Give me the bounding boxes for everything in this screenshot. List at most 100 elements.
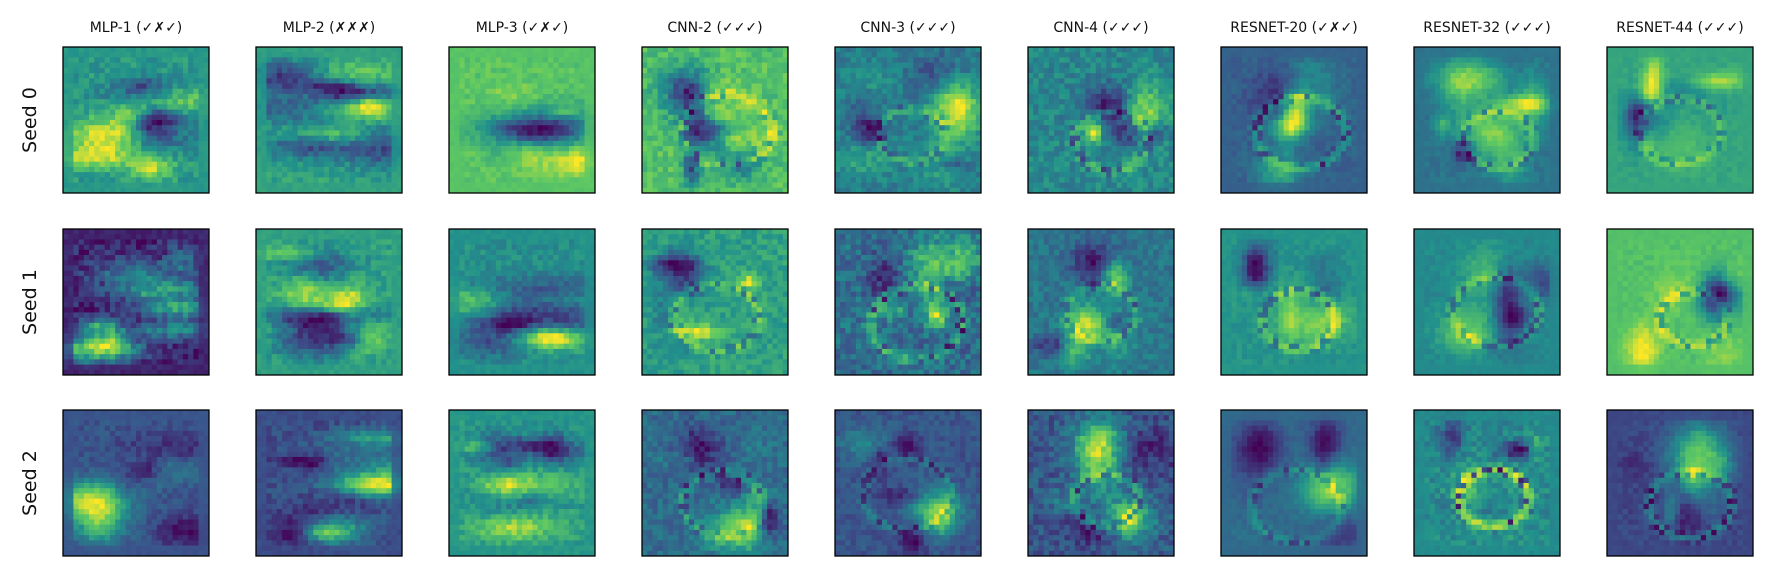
heatmap-cell bbox=[506, 73, 512, 79]
heatmap-cell bbox=[366, 172, 372, 178]
heatmap-cell bbox=[94, 115, 100, 121]
heatmap-cell bbox=[506, 177, 512, 183]
heatmap-cell bbox=[193, 141, 199, 147]
heatmap-cell bbox=[778, 99, 784, 105]
heatmap-cell bbox=[136, 146, 142, 152]
heatmap-cell bbox=[1122, 151, 1128, 157]
heatmap-cell bbox=[1122, 63, 1128, 69]
heatmap-cell bbox=[506, 57, 512, 63]
heatmap-cell bbox=[1351, 47, 1357, 53]
heatmap-cell bbox=[913, 130, 919, 136]
heatmap-cell bbox=[1080, 78, 1086, 84]
heatmap-cell bbox=[105, 104, 111, 110]
heatmap-cell bbox=[532, 89, 538, 95]
heatmap-cell bbox=[1122, 99, 1128, 105]
heatmap-cell bbox=[1132, 151, 1138, 157]
heatmap-cell bbox=[272, 73, 278, 79]
heatmap-cell bbox=[1085, 68, 1091, 74]
heatmap-cell bbox=[1091, 99, 1097, 105]
heatmap-cell bbox=[538, 183, 544, 189]
heatmap-cell bbox=[465, 136, 471, 142]
heatmap-cell bbox=[548, 120, 554, 126]
heatmap-cell bbox=[371, 89, 377, 95]
heatmap-cell bbox=[1221, 52, 1227, 58]
heatmap-cell bbox=[731, 125, 737, 131]
heatmap-cell bbox=[1096, 63, 1102, 69]
heatmap-cell bbox=[856, 146, 862, 152]
heatmap-cell bbox=[381, 63, 387, 69]
heatmap-cell bbox=[1331, 68, 1337, 74]
heatmap-cell bbox=[1122, 136, 1128, 142]
heatmap-cell bbox=[79, 130, 85, 136]
heatmap-cell bbox=[522, 167, 528, 173]
heatmap-cell bbox=[470, 47, 476, 53]
heatmap-cell bbox=[381, 104, 387, 110]
heatmap-cell bbox=[689, 136, 695, 142]
heatmap-cell bbox=[861, 89, 867, 95]
heatmap-cell bbox=[642, 125, 648, 131]
heatmap-cell bbox=[131, 68, 137, 74]
heatmap-cell bbox=[924, 141, 930, 147]
heatmap-cell bbox=[887, 136, 893, 142]
heatmap-cell bbox=[1226, 94, 1232, 100]
heatmap-cell bbox=[673, 120, 679, 126]
heatmap-cell bbox=[538, 63, 544, 69]
heatmap-cell bbox=[94, 52, 100, 58]
heatmap-cell bbox=[355, 115, 361, 121]
heatmap-cell bbox=[89, 167, 95, 173]
heatmap-cell bbox=[491, 172, 497, 178]
heatmap-cell bbox=[63, 68, 69, 74]
heatmap-cell bbox=[527, 157, 533, 163]
heatmap-cell bbox=[475, 115, 481, 121]
heatmap-cell bbox=[569, 141, 575, 147]
heatmap-cell bbox=[887, 110, 893, 116]
heatmap-cell bbox=[741, 130, 747, 136]
heatmap-cell bbox=[689, 146, 695, 152]
heatmap-cell bbox=[1059, 120, 1065, 126]
heatmap-cell bbox=[1075, 157, 1081, 163]
heatmap-cell bbox=[319, 63, 325, 69]
heatmap-cell bbox=[350, 68, 356, 74]
heatmap-cell bbox=[73, 110, 79, 116]
heatmap-cell bbox=[710, 110, 716, 116]
heatmap-cell bbox=[679, 63, 685, 69]
heatmap-cell bbox=[100, 162, 106, 168]
heatmap-cell bbox=[741, 115, 747, 121]
heatmap-cell bbox=[1226, 47, 1232, 53]
heatmap-cell bbox=[1331, 63, 1337, 69]
heatmap-cell bbox=[100, 78, 106, 84]
heatmap-cell bbox=[272, 157, 278, 163]
heatmap-cell bbox=[877, 115, 883, 121]
heatmap-cell bbox=[178, 57, 184, 63]
heatmap-cell bbox=[861, 68, 867, 74]
heatmap-cell bbox=[1085, 177, 1091, 183]
heatmap-cell bbox=[898, 110, 904, 116]
column-title-7: RESNET-20 (✓✗✓) bbox=[1230, 20, 1357, 36]
heatmap-cell bbox=[355, 162, 361, 168]
heatmap-cell bbox=[459, 151, 465, 157]
heatmap-cell bbox=[89, 78, 95, 84]
heatmap-cell bbox=[392, 177, 398, 183]
heatmap-cell bbox=[167, 172, 173, 178]
heatmap-cell bbox=[1143, 136, 1149, 142]
heatmap-cell bbox=[694, 157, 700, 163]
heatmap-cell bbox=[470, 94, 476, 100]
heatmap-cell bbox=[945, 78, 951, 84]
heatmap-cell bbox=[282, 99, 288, 105]
heatmap-cell bbox=[1242, 47, 1248, 53]
heatmap-cell bbox=[266, 94, 272, 100]
heatmap-cell bbox=[313, 104, 319, 110]
heatmap-cell bbox=[642, 130, 648, 136]
heatmap-cell bbox=[699, 125, 705, 131]
heatmap-cell bbox=[877, 104, 883, 110]
heatmap-cell bbox=[339, 162, 345, 168]
heatmap-cell bbox=[392, 99, 398, 105]
heatmap-cell bbox=[193, 125, 199, 131]
heatmap-cell bbox=[167, 52, 173, 58]
heatmap-cell bbox=[1106, 89, 1112, 95]
heatmap-cell bbox=[178, 125, 184, 131]
heatmap-cell bbox=[845, 125, 851, 131]
heatmap-cell bbox=[971, 157, 977, 163]
heatmap-cell bbox=[778, 104, 784, 110]
heatmap-cell bbox=[141, 115, 147, 121]
